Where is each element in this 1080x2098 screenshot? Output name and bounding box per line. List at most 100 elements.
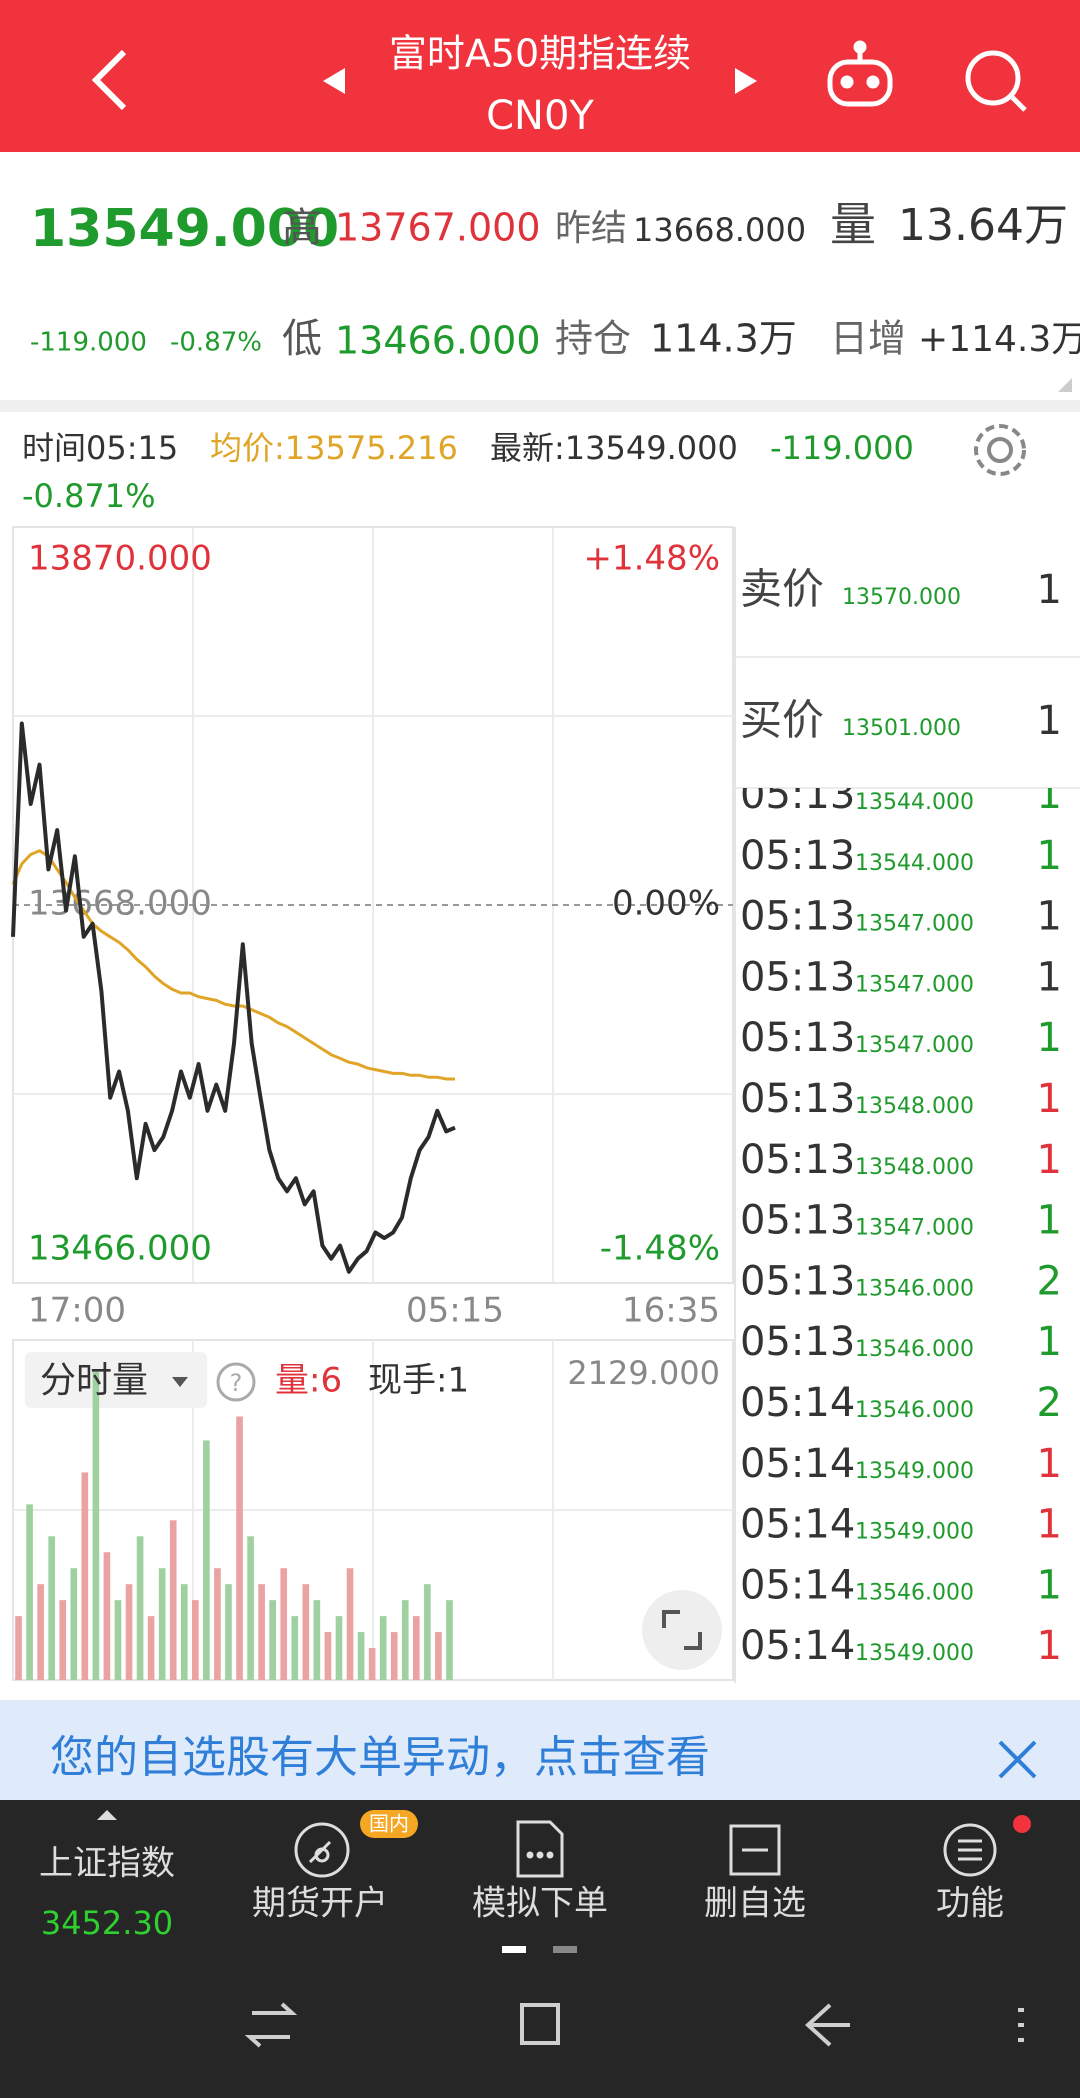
y2-tick-label: +1.48% (584, 539, 721, 579)
trade-price: 13546.000 (855, 1276, 974, 1301)
back-button[interactable] (91, 49, 127, 111)
system-nav[interactable] (244, 2002, 1024, 2048)
avg-price: 均价:13575.216 (210, 429, 458, 467)
order-qty: 1 (1037, 567, 1062, 613)
volume-bar (26, 1504, 33, 1680)
trade-price: 13548.000 (855, 1155, 974, 1180)
settings-icon[interactable] (974, 424, 1026, 476)
label: 日增 (830, 317, 906, 361)
prev-button[interactable] (323, 68, 345, 94)
trade-qty: 1 (1037, 1076, 1062, 1122)
trade-price: 13549.000 (855, 1520, 974, 1545)
volume-bar (368, 1648, 376, 1680)
volume-bar (435, 1632, 442, 1680)
volume-bar (225, 1584, 232, 1680)
label: 量 (830, 198, 876, 252)
x-tick-label: 17:00 (28, 1291, 126, 1331)
daily-increase: +114.3万 (918, 319, 1080, 360)
order-price: 13570.000 (842, 585, 961, 610)
change-pct: -0.871% (22, 477, 156, 515)
order-qty: 1 (1037, 698, 1062, 744)
banner[interactable] (0, 1700, 1080, 1800)
volume-now: 量:6 (275, 1361, 342, 1401)
volume-bar (424, 1584, 431, 1680)
next-button[interactable] (735, 68, 757, 94)
selector-bg[interactable] (25, 1352, 207, 1408)
change-pct: -0.87% (170, 328, 262, 358)
trade-qty: 1 (1037, 1502, 1062, 1548)
low: 13466.000 (335, 319, 541, 363)
expand-button[interactable] (642, 1590, 722, 1670)
time: 时间05:15 (22, 429, 178, 467)
volume-bar (214, 1568, 221, 1680)
trade-qty: 1 (1037, 833, 1062, 879)
y-tick-label: 13870.000 (28, 539, 212, 579)
help-icon[interactable] (216, 1362, 256, 1402)
label: 高 (282, 205, 322, 251)
trade-time: 05:13 (740, 1258, 855, 1304)
robot-icon[interactable] (827, 40, 893, 107)
up-arrow (97, 1810, 117, 1820)
header-bar (0, 0, 1080, 152)
banner-text[interactable]: 您的自选股有大单异动，点击查看 (50, 1732, 710, 1783)
close-banner[interactable] (998, 1740, 1037, 1779)
trade-qty: 1 (1037, 954, 1062, 1000)
index-name[interactable]: 上证指数 (39, 1844, 175, 1884)
trade-price: 13547.000 (855, 1216, 974, 1241)
volume-bar (324, 1632, 332, 1680)
trade-list: 05:13 13544.000 105:13 13544.000 105:13 13547… (740, 772, 1062, 1669)
badge-text: 国内 (369, 1812, 409, 1836)
trade-qty: 2 (1037, 1258, 1062, 1304)
open-interest: 114.3万 (650, 317, 797, 361)
y-tick-label: 13466.000 (28, 1229, 212, 1269)
volume-bar (125, 1584, 133, 1680)
trade-qty: 2 (1037, 1380, 1062, 1426)
prev-settle: 13668.000 (633, 211, 806, 249)
index-value: 3452.30 (41, 1904, 173, 1942)
nav-item[interactable]: 期货开户 (252, 1884, 388, 1924)
volume-bar (48, 1536, 55, 1680)
badge (360, 1810, 418, 1838)
corner-mark (1058, 378, 1072, 392)
volume-bar (70, 1568, 78, 1680)
change: -119.000 (30, 328, 147, 358)
trade-price: 13544.000 (855, 790, 974, 815)
trade-time: 05:13 (740, 954, 855, 1000)
label: 低 (282, 316, 322, 362)
last-price: 13549.000 (30, 199, 339, 259)
code: CN0Y (486, 93, 594, 139)
trade-qty: 1 (1037, 772, 1062, 818)
volume-bar (379, 1616, 387, 1680)
selector[interactable]: 分时量 (40, 1360, 148, 1401)
trade-time: 05:13 (740, 1015, 855, 1061)
trade-price: 13549.000 (855, 1641, 974, 1666)
label: 持仓 (555, 317, 631, 361)
help-glyph: ? (230, 1369, 243, 1397)
volume-bar (446, 1600, 453, 1680)
volume-bar (335, 1616, 343, 1680)
trade-price: 13549.000 (855, 1459, 974, 1484)
trade-time: 05:13 (740, 1076, 855, 1122)
search-icon[interactable] (965, 50, 1027, 112)
trade-time: 05:13 (740, 1137, 855, 1183)
trade-time: 05:14 (740, 1562, 855, 1608)
nav-item[interactable]: 模拟下单 (472, 1884, 608, 1924)
nav-item[interactable]: 删自选 (704, 1884, 806, 1924)
page-indicator (553, 1946, 577, 1953)
trade-price: 13546.000 (855, 1580, 974, 1605)
trade-price: 13547.000 (855, 972, 974, 997)
trade-qty: 1 (1037, 1015, 1062, 1061)
trade-price: 13548.000 (855, 1094, 974, 1119)
trade-qty: 1 (1037, 1137, 1062, 1183)
x-tick-label: 05:15 (406, 1291, 504, 1331)
nav-item[interactable]: 功能 (936, 1884, 1004, 1924)
x-tick-label: 16:35 (622, 1291, 720, 1331)
trade-time: 05:13 (740, 772, 855, 818)
trade-qty: 1 (1037, 894, 1062, 940)
volume-bar (413, 1616, 420, 1680)
hand-now: 现手:1 (368, 1361, 469, 1401)
trade-time: 05:13 (740, 833, 855, 879)
trade-time: 05:14 (740, 1623, 855, 1669)
